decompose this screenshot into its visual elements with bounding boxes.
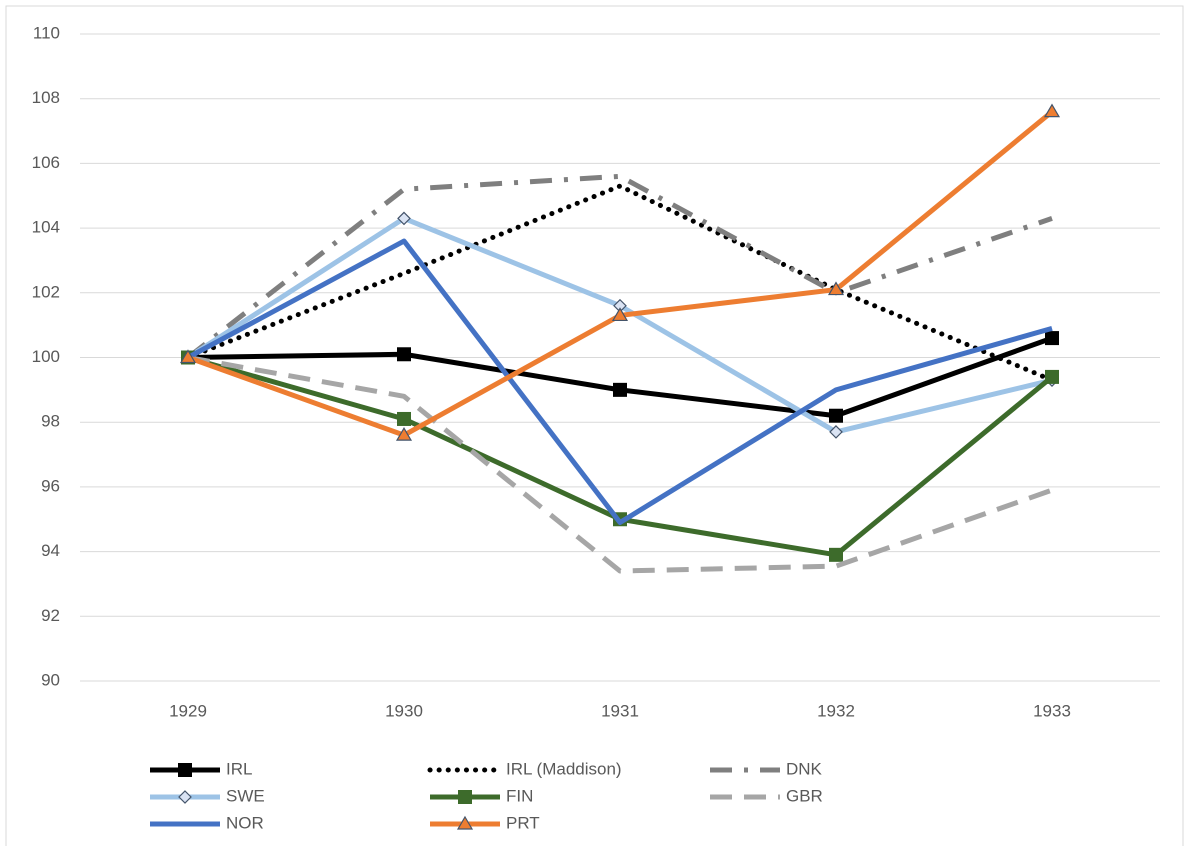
- legend-label: GBR: [786, 786, 823, 805]
- legend-label: SWE: [226, 786, 265, 805]
- y-tick-label: 98: [41, 412, 60, 431]
- legend-label: NOR: [226, 813, 264, 832]
- y-tick-label: 104: [32, 218, 60, 237]
- y-tick-label: 92: [41, 606, 60, 625]
- series-line: [187, 355, 1053, 574]
- y-tick-label: 110: [33, 23, 60, 42]
- y-tick-label: 96: [41, 476, 60, 495]
- y-tick-label: 100: [32, 347, 60, 366]
- point-marker: [178, 790, 192, 804]
- point-marker: [829, 408, 843, 423]
- y-tick-label: 106: [32, 153, 60, 172]
- legend-label: IRL (Maddison): [506, 759, 622, 778]
- series-line: [186, 238, 1053, 525]
- point-marker: [611, 307, 629, 322]
- y-tick-label: 90: [41, 670, 60, 689]
- series-line: [186, 215, 1053, 435]
- point-marker: [1045, 369, 1059, 384]
- point-marker: [178, 763, 192, 777]
- series-line: [186, 173, 1053, 360]
- point-marker: [458, 790, 472, 804]
- y-tick-label: 108: [32, 88, 60, 107]
- point-marker: [395, 426, 413, 441]
- point-marker: [456, 815, 474, 830]
- legend-label: IRL: [226, 759, 252, 778]
- y-tick-label: 102: [32, 282, 60, 301]
- point-marker: [827, 281, 845, 296]
- point-marker: [397, 211, 411, 226]
- x-tick-label: 1929: [169, 701, 207, 720]
- point-marker: [613, 382, 627, 397]
- x-tick-label: 1932: [817, 701, 855, 720]
- legend-label: FIN: [506, 786, 533, 805]
- x-tick-label: 1933: [1033, 701, 1071, 720]
- point-marker: [829, 547, 843, 562]
- point-marker: [829, 425, 843, 439]
- x-tick-label: 1930: [385, 701, 423, 720]
- point-marker: [179, 349, 197, 364]
- series-line: [185, 183, 1055, 383]
- point-marker: [397, 411, 411, 426]
- chart-border: [5, 5, 1184, 846]
- legend-label: DNK: [786, 759, 823, 778]
- point-marker: [397, 347, 411, 362]
- x-tick-label: 1931: [601, 701, 639, 720]
- point-marker: [1045, 331, 1059, 346]
- y-tick-label: 94: [41, 541, 60, 560]
- point-marker: [1043, 103, 1061, 118]
- legend-label: PRT: [506, 813, 540, 832]
